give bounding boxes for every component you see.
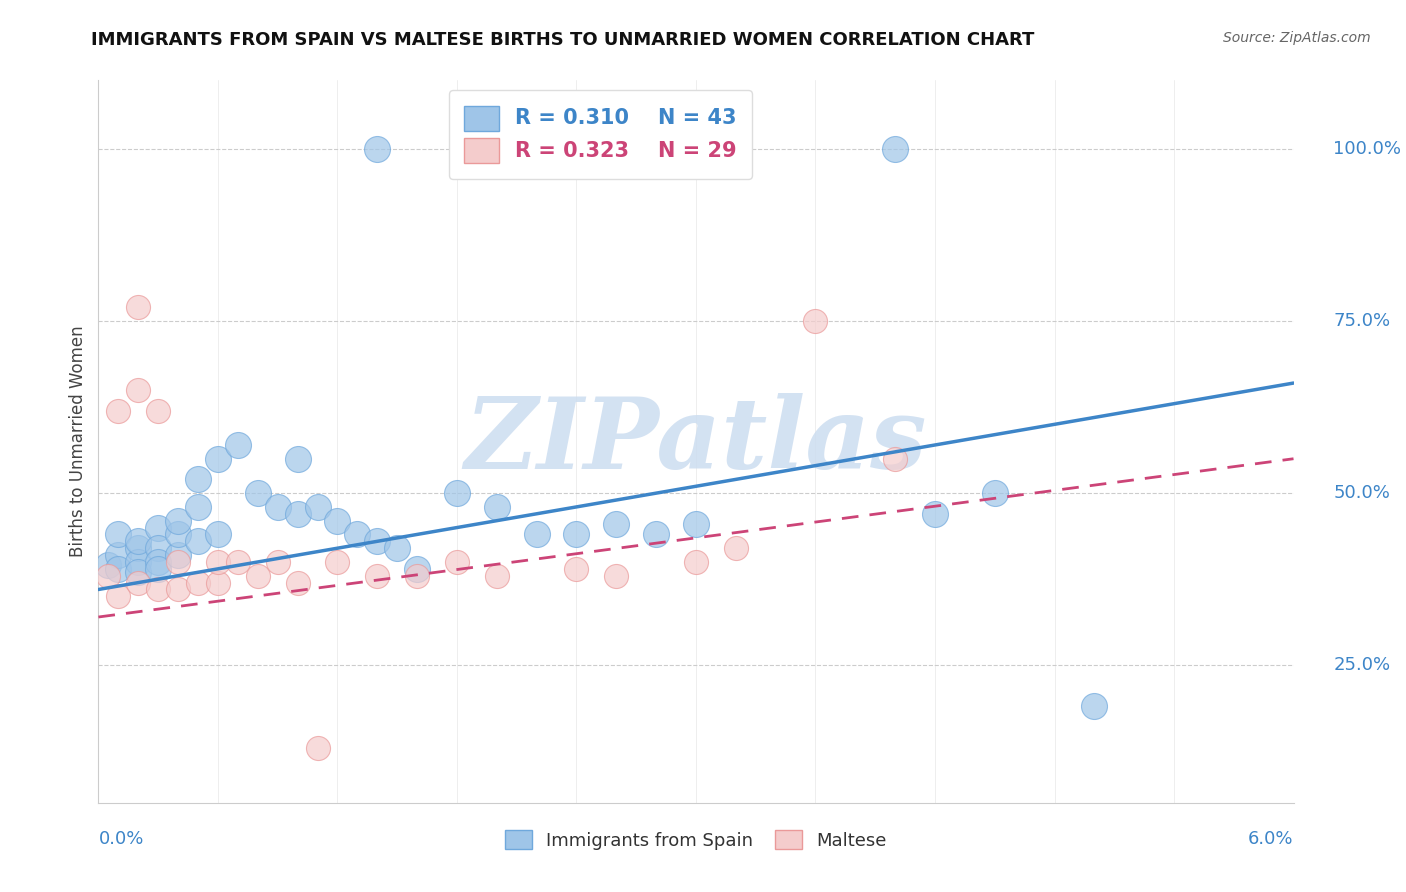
Point <box>148 541 170 556</box>
Point <box>107 403 129 417</box>
Point <box>526 527 548 541</box>
Point <box>148 562 170 576</box>
Point <box>207 575 229 590</box>
Point <box>884 451 907 466</box>
Point <box>127 383 149 397</box>
Point <box>307 740 329 755</box>
Point <box>287 507 309 521</box>
Text: 75.0%: 75.0% <box>1333 312 1391 330</box>
Text: IMMIGRANTS FROM SPAIN VS MALTESE BIRTHS TO UNMARRIED WOMEN CORRELATION CHART: IMMIGRANTS FROM SPAIN VS MALTESE BIRTHS … <box>91 31 1035 49</box>
Point <box>326 514 349 528</box>
Point <box>167 555 190 569</box>
Point <box>485 500 508 514</box>
Text: Source: ZipAtlas.com: Source: ZipAtlas.com <box>1223 31 1371 45</box>
Point <box>605 568 627 582</box>
Point <box>226 555 249 569</box>
Point <box>246 568 269 582</box>
Point <box>346 527 368 541</box>
Text: 25.0%: 25.0% <box>1333 657 1391 674</box>
Point <box>645 527 668 541</box>
Point <box>287 451 309 466</box>
Point <box>366 568 388 582</box>
Point <box>148 555 170 569</box>
Point <box>107 527 129 541</box>
Point <box>187 500 209 514</box>
Point <box>207 451 229 466</box>
Text: 6.0%: 6.0% <box>1249 830 1294 848</box>
Point <box>804 314 827 328</box>
Point <box>207 527 229 541</box>
Text: ZIPatlas: ZIPatlas <box>465 393 927 490</box>
Point <box>884 142 907 156</box>
Point <box>485 568 508 582</box>
Point <box>287 575 309 590</box>
Point <box>685 555 707 569</box>
Point <box>685 517 707 532</box>
Point <box>724 541 747 556</box>
Point <box>565 562 588 576</box>
Point <box>366 142 388 156</box>
Point <box>924 507 946 521</box>
Point <box>565 527 588 541</box>
Point <box>267 500 290 514</box>
Text: 100.0%: 100.0% <box>1333 140 1402 158</box>
Point <box>167 582 190 597</box>
Point <box>406 568 429 582</box>
Point <box>127 534 149 549</box>
Point <box>148 582 170 597</box>
Point <box>605 517 627 532</box>
Point <box>446 555 468 569</box>
Point <box>307 500 329 514</box>
Point <box>385 541 409 556</box>
Point <box>167 548 190 562</box>
Point <box>127 555 149 569</box>
Point <box>148 520 170 534</box>
Point <box>246 486 269 500</box>
Point <box>1083 699 1105 714</box>
Point <box>127 566 149 580</box>
Y-axis label: Births to Unmarried Women: Births to Unmarried Women <box>69 326 87 558</box>
Point <box>187 575 209 590</box>
Point <box>406 562 429 576</box>
Text: 50.0%: 50.0% <box>1333 484 1391 502</box>
Legend: Immigrants from Spain, Maltese: Immigrants from Spain, Maltese <box>496 822 896 859</box>
Point <box>984 486 1007 500</box>
Point <box>97 568 120 582</box>
Point <box>167 527 190 541</box>
Point <box>148 403 170 417</box>
Point <box>127 301 149 315</box>
Point <box>107 548 129 562</box>
Point <box>187 472 209 486</box>
Point <box>226 438 249 452</box>
Point <box>127 541 149 556</box>
Point <box>127 575 149 590</box>
Point <box>446 486 468 500</box>
Point <box>207 555 229 569</box>
Point <box>107 562 129 576</box>
Point <box>167 514 190 528</box>
Text: 0.0%: 0.0% <box>98 830 143 848</box>
Point <box>97 558 120 573</box>
Point <box>366 534 388 549</box>
Point <box>107 590 129 604</box>
Point <box>187 534 209 549</box>
Point <box>267 555 290 569</box>
Point <box>326 555 349 569</box>
